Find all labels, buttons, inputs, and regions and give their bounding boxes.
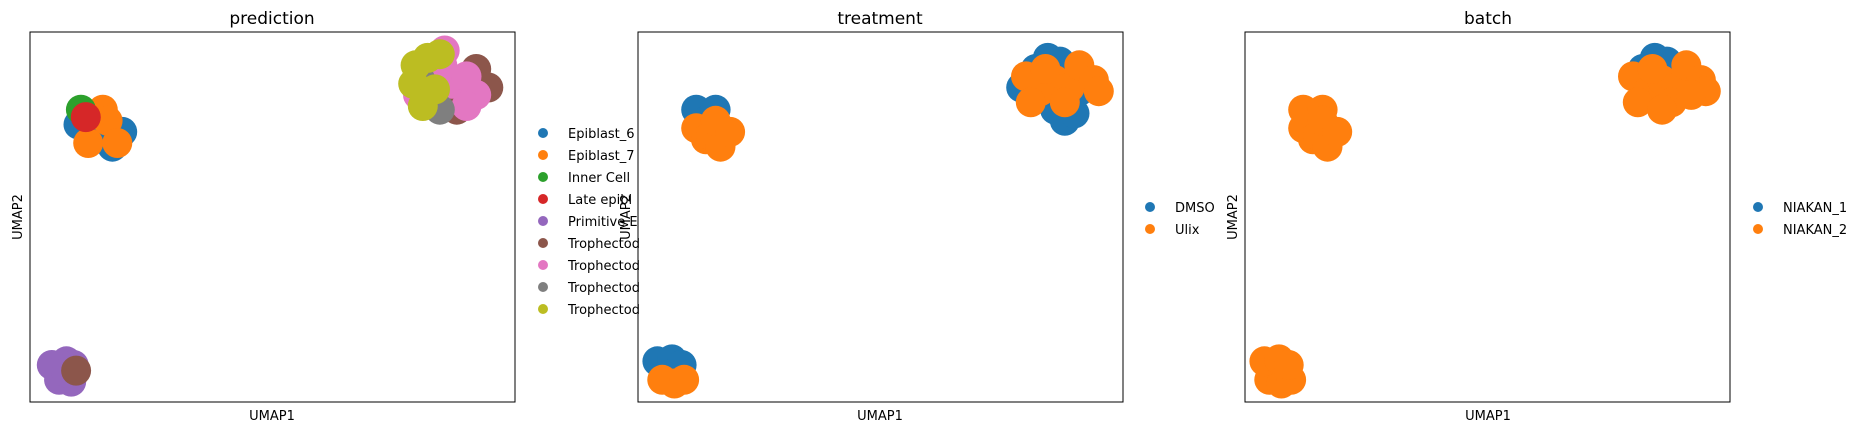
scatter-points (1249, 42, 1721, 399)
legend-marker (538, 128, 548, 138)
plot-frame (1244, 31, 1731, 403)
panel-title: treatment (837, 9, 923, 29)
legend-marker (538, 238, 548, 248)
legend-marker (538, 172, 548, 182)
legend-marker (538, 304, 548, 314)
y-axis-label: UMAP2 (1226, 194, 1241, 240)
legend-label: NIAKAN_2 (1783, 223, 1847, 238)
data-point (1637, 54, 1668, 84)
legend-marker (538, 282, 548, 292)
data-point (1647, 94, 1678, 125)
legend-label: Inner Cell (568, 171, 630, 186)
data-point (1622, 87, 1653, 118)
plot-frame (637, 31, 1124, 403)
legend: DMSO Ulix (1145, 201, 1215, 238)
data-point (669, 364, 700, 395)
legend-label: Trophectod (567, 237, 640, 252)
data-point (420, 74, 450, 105)
legend-label: Primitive E (568, 215, 638, 230)
legend-marker (1753, 224, 1763, 234)
legend-marker (538, 260, 548, 270)
scatter-points (642, 42, 1114, 399)
panel-batch: batch UMAP1 UMAP2 NIAKAN_1 NIAKAN_2 (1226, 9, 1847, 424)
x-axis-label: UMAP1 (857, 409, 903, 424)
data-point (1049, 87, 1080, 118)
y-axis-label: UMAP2 (619, 194, 634, 240)
data-point (1273, 350, 1304, 380)
legend: NIAKAN_1 NIAKAN_2 (1753, 201, 1847, 238)
legend-label: NIAKAN_1 (1783, 201, 1847, 216)
x-axis-label: UMAP1 (249, 409, 295, 424)
legend-label: Trophectod (567, 281, 640, 296)
legend-marker (1145, 224, 1155, 234)
plot-frame (29, 31, 516, 403)
legend-marker (538, 150, 548, 160)
data-point (73, 128, 104, 158)
panel-prediction: prediction UMAP1 UMAP2 Epiblast_6Epiblas… (11, 9, 640, 424)
data-point (61, 355, 92, 386)
panel-title: batch (1464, 9, 1512, 29)
legend-marker (538, 194, 548, 204)
data-point (70, 102, 101, 133)
legend-label: Epiblast_6 (568, 127, 635, 142)
data-point (451, 91, 482, 121)
data-point (1015, 87, 1046, 118)
legend-label: Ulix (1175, 223, 1200, 238)
data-point (424, 39, 455, 70)
legend-label: Trophectod (567, 303, 640, 318)
legend-label: Trophectod (567, 259, 640, 274)
x-axis-label: UMAP1 (1465, 409, 1511, 424)
data-point (715, 116, 746, 147)
data-point (1083, 76, 1114, 107)
y-axis-label: UMAP2 (11, 194, 26, 240)
data-point (1676, 79, 1707, 110)
legend-label: DMSO (1175, 201, 1215, 216)
legend-label: Epiblast_7 (568, 149, 635, 164)
data-point (1030, 54, 1061, 84)
panel-treatment: treatment UMAP1 UMAP2 DMSO Ulix (619, 9, 1215, 424)
legend-marker (1753, 202, 1763, 212)
data-point (1322, 116, 1353, 147)
legend-marker (1145, 202, 1155, 212)
scatter-points (36, 35, 504, 397)
panel-title: prediction (229, 9, 314, 29)
legend-label: Late epibl (568, 193, 632, 208)
legend-marker (538, 216, 548, 226)
data-point (102, 128, 133, 158)
legend: Epiblast_6 Epiblast_7 Inner Cell Late epibl… (538, 127, 640, 318)
